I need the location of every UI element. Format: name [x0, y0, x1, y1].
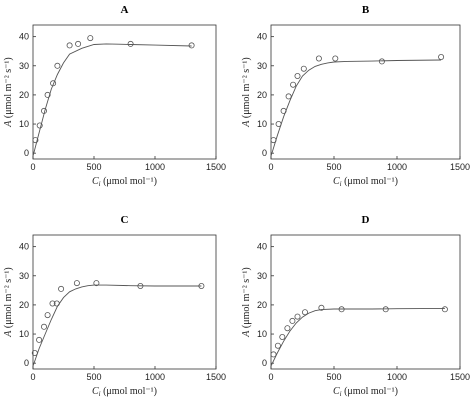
data-point	[301, 309, 308, 316]
x-axis-label: Ci (μmol mol⁻¹)	[333, 386, 398, 398]
x-tick-label: 1000	[387, 162, 407, 172]
data-point	[127, 40, 134, 47]
y-tick-label: 0	[262, 148, 267, 158]
data-point	[279, 333, 286, 340]
x-axis-label: Ci (μmol mol⁻¹)	[92, 386, 157, 398]
data-point	[294, 73, 301, 80]
y-axis-label: A (μmol m⁻² s⁻¹)	[3, 267, 14, 337]
y-tick-label: 10	[257, 329, 267, 339]
data-point	[54, 62, 61, 69]
panel-a: A 0 500 1000 1500 0 10 20 30 40 Ci (μmol mol⁻¹) A (…	[3, 4, 226, 188]
panel-title: B	[362, 4, 370, 16]
data-point	[285, 93, 292, 100]
y-tick-label: 20	[257, 300, 267, 310]
x-tick-label: 500	[326, 372, 341, 382]
y-axis-label: A (μmol m⁻² s⁻¹)	[3, 57, 14, 127]
plot-frame	[32, 234, 217, 370]
x-tick-label: 0	[268, 162, 273, 172]
plot-frame	[32, 24, 217, 160]
x-tick-label: 500	[86, 372, 101, 382]
x-tick-label: 0	[30, 372, 35, 382]
data-point	[378, 58, 385, 65]
data-point	[332, 55, 339, 62]
fitted-curve	[32, 284, 202, 367]
data-point	[41, 323, 48, 330]
panel-d: D 0 500 1000 1500 0 10 20 30 40 Ci (μmol mol⁻¹) A (…	[241, 214, 470, 398]
y-tick-label: 0	[24, 358, 29, 368]
y-tick-label: 0	[24, 148, 29, 158]
panel-title: A	[121, 4, 129, 16]
fitted-curve	[32, 43, 192, 157]
y-tick-label: 30	[19, 271, 29, 281]
y-tick-label: 0	[262, 358, 267, 368]
panel-c: C 0 500 1000 1500 0 10 20 30 40 Ci (μmol mol⁻¹) A (…	[3, 214, 226, 398]
y-tick-label: 30	[19, 61, 29, 71]
x-tick-label: 1500	[450, 372, 470, 382]
data-point	[289, 317, 296, 324]
y-tick-label: 40	[19, 32, 29, 42]
y-tick-label: 20	[19, 300, 29, 310]
panel-title: D	[362, 214, 370, 226]
data-point	[274, 342, 281, 349]
data-point	[438, 54, 445, 61]
data-point	[73, 280, 80, 287]
y-axis-label: A (μmol m⁻² s⁻¹)	[241, 57, 252, 127]
data-point	[36, 122, 43, 129]
x-tick-label: 500	[86, 162, 101, 172]
data-point	[66, 42, 73, 49]
y-tick-label: 40	[257, 32, 267, 42]
y-tick-label: 40	[257, 242, 267, 252]
x-tick-label: 0	[30, 162, 35, 172]
y-tick-label: 10	[19, 329, 29, 339]
fitted-curve	[270, 307, 445, 367]
data-point	[58, 285, 65, 292]
y-tick-label: 30	[257, 271, 267, 281]
x-tick-label: 0	[268, 372, 273, 382]
y-tick-label: 10	[19, 119, 29, 129]
y-tick-label: 20	[257, 90, 267, 100]
data-point	[36, 336, 43, 343]
x-axis-label: Ci (μmol mol⁻¹)	[333, 176, 398, 188]
data-point	[300, 65, 307, 72]
data-point	[75, 40, 82, 47]
x-tick-label: 1000	[145, 162, 165, 172]
data-point	[188, 42, 195, 49]
y-tick-label: 10	[257, 119, 267, 129]
x-tick-label: 1500	[206, 372, 226, 382]
panel-title: C	[121, 214, 129, 226]
data-point	[44, 91, 51, 98]
data-point	[318, 304, 325, 311]
fitted-curve	[270, 59, 442, 157]
x-tick-label: 1500	[206, 162, 226, 172]
data-point	[49, 300, 56, 307]
data-point	[32, 137, 39, 144]
x-tick-label: 1500	[450, 162, 470, 172]
data-point	[284, 325, 291, 332]
y-tick-label: 40	[19, 242, 29, 252]
panel-b: B 0 500 1000 1500 0 10 20 30 40 Ci (μmol mol⁻¹) A (…	[241, 4, 470, 188]
data-point	[315, 55, 322, 62]
x-tick-label: 500	[326, 162, 341, 172]
data-point	[441, 306, 448, 313]
y-tick-label: 20	[19, 90, 29, 100]
data-point	[93, 280, 100, 287]
plot-frame	[270, 234, 461, 370]
plot-frame	[270, 24, 461, 160]
y-axis-label: A (μmol m⁻² s⁻¹)	[241, 267, 252, 337]
x-tick-label: 1000	[387, 372, 407, 382]
data-point	[44, 312, 51, 319]
x-tick-label: 1000	[145, 372, 165, 382]
data-point	[294, 313, 301, 320]
x-axis-label: Ci (μmol mol⁻¹)	[92, 176, 157, 188]
y-tick-label: 30	[257, 61, 267, 71]
data-point	[270, 351, 277, 358]
data-point	[290, 81, 297, 88]
data-point	[87, 35, 94, 42]
